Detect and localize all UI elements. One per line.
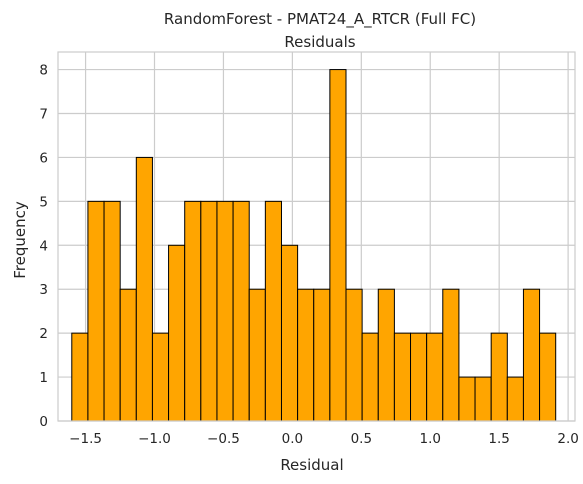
x-tick-label: 1.0 bbox=[419, 431, 440, 447]
y-tick-label: 5 bbox=[39, 194, 48, 210]
histogram-bar bbox=[522, 288, 541, 422]
histogram-bar bbox=[458, 376, 476, 422]
chart-title: RandomForest - PMAT24_A_RTCR (Full FC) bbox=[164, 10, 476, 29]
x-tick-label: −0.5 bbox=[207, 431, 240, 447]
histogram-bar bbox=[361, 332, 379, 422]
x-tick-label: −1.0 bbox=[138, 431, 171, 447]
y-axis-ticks: 0 1 2 3 4 5 6 7 8 bbox=[39, 63, 48, 430]
histogram-bar bbox=[297, 288, 315, 422]
x-tick-label: −1.5 bbox=[69, 431, 102, 447]
y-tick-label: 3 bbox=[39, 282, 48, 298]
histogram-bar bbox=[377, 288, 395, 422]
histogram-bar bbox=[135, 156, 153, 422]
y-tick-label: 8 bbox=[39, 63, 48, 79]
histogram-bar bbox=[248, 288, 266, 422]
x-tick-label: 0.0 bbox=[282, 431, 303, 447]
histogram-bar bbox=[490, 332, 508, 422]
y-tick-label: 1 bbox=[39, 370, 48, 386]
histogram-bar bbox=[313, 288, 331, 422]
histogram-bar bbox=[393, 332, 412, 422]
y-tick-label: 4 bbox=[39, 238, 48, 254]
histogram-bar bbox=[474, 376, 492, 422]
histogram-bar bbox=[168, 244, 186, 422]
histogram-bar bbox=[345, 288, 363, 422]
x-tick-label: 0.5 bbox=[351, 431, 372, 447]
y-tick-label: 7 bbox=[39, 107, 48, 123]
plot-frame bbox=[57, 51, 576, 422]
histogram-bar bbox=[151, 332, 170, 422]
histogram-bar bbox=[264, 200, 282, 422]
histogram-bar bbox=[442, 288, 460, 422]
histogram-bar bbox=[216, 200, 234, 422]
histogram-bar bbox=[329, 69, 347, 422]
histogram-bar bbox=[119, 288, 137, 422]
y-axis-label: Frequency bbox=[11, 201, 29, 279]
chart-subtitle: Residuals bbox=[284, 33, 355, 51]
histogram-bar bbox=[103, 200, 121, 422]
y-tick-label: 2 bbox=[39, 326, 48, 342]
histogram-bar bbox=[280, 244, 299, 422]
histogram-bar bbox=[184, 200, 202, 422]
histogram-bar bbox=[426, 332, 444, 422]
y-tick-label: 6 bbox=[39, 150, 48, 166]
x-axis-label: Residual bbox=[280, 456, 343, 474]
y-tick-label: 0 bbox=[39, 414, 48, 430]
histogram-bar bbox=[410, 332, 428, 422]
histogram-bar bbox=[232, 200, 250, 422]
histogram-bar bbox=[87, 200, 105, 422]
x-axis-ticks: −1.5 −1.0 −0.5 0.0 0.5 1.0 1.5 2.0 bbox=[69, 431, 579, 447]
histogram-bar bbox=[539, 332, 557, 422]
histogram-bar bbox=[506, 376, 524, 422]
x-tick-label: 1.5 bbox=[488, 431, 509, 447]
histogram-bar bbox=[200, 200, 218, 422]
x-tick-label: 2.0 bbox=[557, 431, 578, 447]
histogram-bar bbox=[71, 332, 89, 422]
